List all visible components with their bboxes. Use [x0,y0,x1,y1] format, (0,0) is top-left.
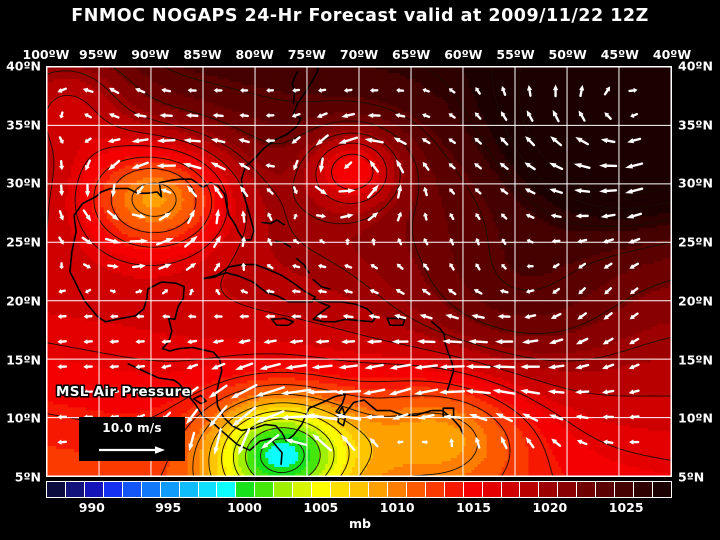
colorbar-tick-label: 1000 [227,500,262,515]
lat-tick-label-right: 15ºN [678,352,713,367]
lat-tick-label-left: 40ºN [6,59,41,74]
map-canvas [47,67,671,476]
colorbar-cell [293,482,313,497]
colorbar-cell [312,482,332,497]
lat-tick-label-right: 40ºN [678,59,713,74]
lon-tick-label: 50ºW [549,47,587,62]
colorbar-cell [217,482,237,497]
colorbar-cell [406,482,426,497]
lat-tick-label-left: 30ºN [6,176,41,191]
colorbar-tick-label: 1010 [380,500,415,515]
colorbar-cell [482,482,502,497]
lon-tick-label: 95ºW [79,47,117,62]
colorbar-cell [463,482,483,497]
colorbar-cell [387,482,407,497]
colorbar-cell [141,482,161,497]
colorbar-cell [653,482,671,497]
colorbar-cell [47,482,66,497]
colorbar-cell [501,482,521,497]
colorbar-cell [634,482,653,497]
lon-tick-label: 90ºW [131,47,169,62]
colorbar-cell [558,482,578,497]
vector-scale-label: 10.0 m/s [80,421,184,435]
colorbar-cell [84,482,104,497]
colorbar-cell [368,482,388,497]
wind-vectors [57,84,644,456]
colorbar-tick-label: 1005 [303,500,338,515]
colorbar-unit-label: mb [0,516,720,531]
colorbar-cell [331,482,350,497]
colorbar-cell [160,482,180,497]
lat-tick-label-left: 15ºN [6,352,41,367]
lon-tick-label: 100ºW [23,47,70,62]
colorbar-cell [255,482,275,497]
map-plot-area[interactable] [46,66,672,477]
colorbar-tick-label: 1025 [609,500,644,515]
lon-tick-label: 75ºW [288,47,326,62]
colorbar-cell [65,482,85,497]
colorbar-cell [520,482,540,497]
colorbar-cell [236,482,256,497]
colorbar-cell [615,482,635,497]
figure-title: FNMOC NOGAPS 24-Hr Forecast valid at 200… [0,6,720,26]
lat-tick-label-right: 10ºN [678,411,713,426]
lat-tick-label-left: 20ºN [6,293,41,308]
colorbar[interactable] [46,481,672,498]
lat-tick-label-left: 35ºN [6,117,41,132]
colorbar-tick-label: 990 [79,500,105,515]
vector-scale-arrow-icon [99,446,165,454]
colorbar-tick-label: 1015 [456,500,491,515]
colorbar-tick-label: 995 [155,500,181,515]
colorbar-cell [577,482,597,497]
lon-tick-label: 55ºW [496,47,534,62]
lat-tick-label-left: 25ºN [6,235,41,250]
colorbar-cell [122,482,142,497]
colorbar-cell [179,482,199,497]
lat-tick-label-right: 25ºN [678,235,713,250]
lon-tick-label: 65ºW [392,47,430,62]
lat-tick-label-right: 35ºN [678,117,713,132]
vector-scale-legend: 10.0 m/s [79,417,185,461]
colorbar-cell [539,482,559,497]
lon-tick-label: 45ºW [601,47,639,62]
lat-tick-label-right: 20ºN [678,293,713,308]
lon-tick-label: 80ºW [236,47,274,62]
lon-tick-label: 85ºW [183,47,221,62]
colorbar-cell [274,482,294,497]
lat-tick-label-left: 5ºN [15,470,41,485]
lon-tick-label: 60ºW [444,47,482,62]
colorbar-cell [444,482,464,497]
lon-tick-label: 70ºW [340,47,378,62]
lon-tick-label: 40ºW [653,47,691,62]
colorbar-cell [103,482,123,497]
colorbar-cell [198,482,218,497]
lat-tick-label-right: 30ºN [678,176,713,191]
colorbar-cell [596,482,616,497]
colorbar-cell [425,482,445,497]
map-gridlines [47,67,671,476]
colorbar-tick-label: 1020 [532,500,567,515]
lat-tick-label-left: 10ºN [6,411,41,426]
colorbar-cell [350,482,369,497]
lat-tick-label-right: 5ºN [678,470,704,485]
